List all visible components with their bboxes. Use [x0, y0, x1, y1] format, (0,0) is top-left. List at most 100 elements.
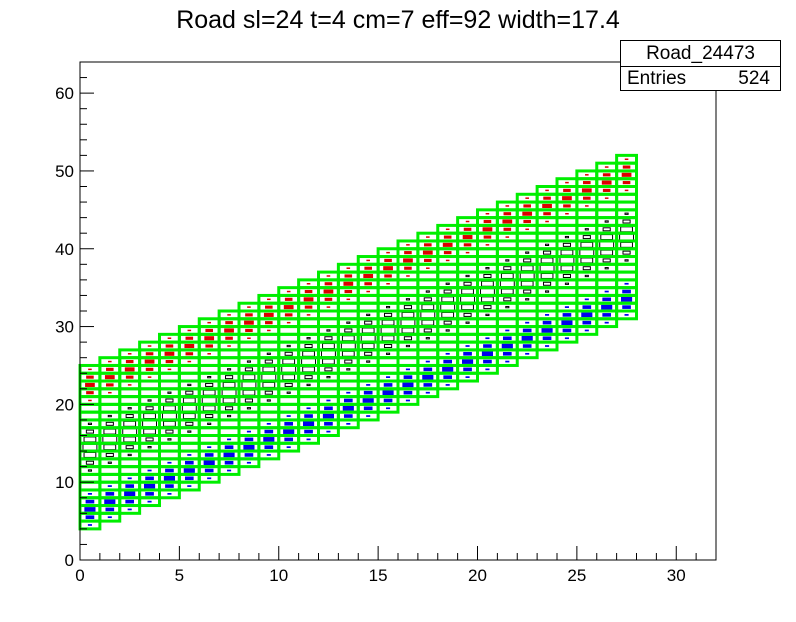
- histogram-bin-central: [564, 282, 569, 285]
- histogram-bin-central: [485, 267, 490, 270]
- histogram-bin-lower: [465, 376, 470, 378]
- histogram-bin-upper: [324, 282, 333, 286]
- histogram-bin-lower: [264, 445, 274, 449]
- histogram-bin-upper: [503, 227, 512, 231]
- histogram-bin-central: [525, 251, 530, 254]
- histogram-bin-central: [599, 241, 615, 249]
- histogram-bin-central: [87, 422, 92, 425]
- histogram-bin-central: [103, 444, 117, 451]
- stats-entries-label: Entries: [627, 68, 687, 89]
- histogram-bin-lower: [266, 454, 271, 456]
- histogram-bin-central: [346, 368, 351, 371]
- histogram-bin-upper: [426, 236, 430, 238]
- histogram-bin-central: [386, 352, 391, 355]
- histogram-bin-central: [364, 351, 373, 356]
- histogram-bin-upper: [445, 259, 450, 262]
- histogram-bin-central: [441, 311, 455, 318]
- histogram-bin-lower: [403, 375, 413, 379]
- histogram-bin-central: [145, 437, 154, 442]
- histogram-bin-lower: [481, 351, 494, 357]
- histogram-bin-upper: [601, 180, 612, 185]
- histogram-bin-upper: [306, 314, 311, 316]
- histogram-bin-central: [201, 397, 217, 404]
- histogram-bin-central: [520, 265, 534, 272]
- histogram-bin-central: [306, 383, 311, 387]
- histogram-bin-central: [242, 389, 256, 396]
- histogram-bin-central: [545, 290, 550, 293]
- histogram-bin-upper: [563, 188, 571, 192]
- histogram-bin-central: [125, 445, 134, 450]
- histogram-bin-central: [584, 228, 589, 231]
- histogram-bin-lower: [422, 374, 434, 380]
- histogram-bin-central: [284, 382, 293, 387]
- histogram-bin-central: [205, 414, 214, 419]
- histogram-bin-upper: [263, 312, 274, 317]
- histogram-bin-lower: [85, 515, 95, 520]
- histogram-bin-central: [326, 329, 331, 332]
- histogram-bin-upper: [545, 220, 549, 223]
- histogram-bin-upper: [485, 244, 490, 246]
- histogram-bin-central: [364, 320, 373, 325]
- histogram-bin-lower: [184, 476, 194, 481]
- histogram-bin-upper: [364, 282, 372, 286]
- histogram-bin-central: [505, 305, 510, 309]
- histogram-bin-lower: [542, 336, 552, 341]
- x-tick-label: 15: [369, 566, 388, 585]
- histogram-bin-lower: [342, 405, 354, 411]
- histogram-bin-central: [266, 399, 271, 402]
- histogram-bin-upper: [265, 321, 273, 325]
- histogram-bin-central: [425, 290, 430, 293]
- histogram-bin-upper: [562, 196, 572, 201]
- histogram-bin-lower: [622, 289, 631, 294]
- histogram-bin-lower: [483, 359, 492, 364]
- histogram-bin-upper: [505, 205, 510, 207]
- histogram-bin-lower: [204, 453, 214, 457]
- histogram-bin-central: [441, 296, 455, 303]
- histogram-bin-central: [401, 311, 415, 318]
- histogram-bin-central: [244, 367, 254, 372]
- histogram-bin-upper: [386, 283, 390, 285]
- histogram-bin-lower: [207, 477, 212, 480]
- histogram-bin-lower: [204, 468, 214, 473]
- histogram-bin-lower: [602, 297, 612, 302]
- histogram-bin-central: [83, 436, 97, 443]
- histogram-bin-lower: [383, 383, 393, 387]
- histogram-bin-central: [244, 398, 254, 403]
- histogram-bin-central: [584, 274, 589, 278]
- histogram-bin-upper: [523, 219, 531, 224]
- axis-ticks: [79, 61, 717, 561]
- histogram-bin-upper: [125, 359, 134, 364]
- histogram-bin-lower: [485, 368, 490, 371]
- histogram-bin-upper: [326, 306, 331, 308]
- histogram-bin-central: [222, 381, 236, 388]
- histogram-bin-lower: [243, 444, 255, 450]
- histogram-bin-central: [227, 414, 232, 418]
- y-tick-label: 50: [55, 162, 74, 181]
- histogram-bin-upper: [426, 267, 430, 269]
- histogram-bin-central: [461, 288, 474, 295]
- histogram-bin-central: [366, 313, 371, 317]
- histogram-bin-central: [622, 219, 631, 224]
- histogram-bin-lower: [522, 344, 532, 348]
- histogram-bin-lower: [582, 305, 592, 309]
- histogram-bin-upper: [205, 344, 213, 348]
- histogram-bin-lower: [286, 446, 291, 449]
- histogram-bin-lower: [582, 320, 592, 325]
- histogram-bin-lower: [564, 306, 569, 308]
- histogram-bin-upper: [424, 258, 432, 263]
- histogram-bin-central: [403, 336, 413, 341]
- histogram-bin-central: [344, 359, 353, 364]
- histogram-bin-lower: [283, 429, 295, 434]
- histogram-bin-central: [366, 360, 371, 363]
- histogram-bin-central: [604, 267, 609, 270]
- histogram-bin-central: [604, 220, 609, 223]
- histogram-bin-central: [122, 428, 138, 436]
- histogram-bin-upper: [485, 212, 490, 215]
- histogram-bin-upper: [104, 375, 115, 380]
- histogram-bin-lower: [104, 499, 116, 504]
- x-tick-label: 5: [175, 566, 184, 585]
- histogram-bin-central: [222, 397, 236, 404]
- histogram-bin-central: [622, 250, 631, 255]
- histogram-bin-upper: [207, 321, 211, 324]
- stats-entries-value: 524: [738, 68, 770, 89]
